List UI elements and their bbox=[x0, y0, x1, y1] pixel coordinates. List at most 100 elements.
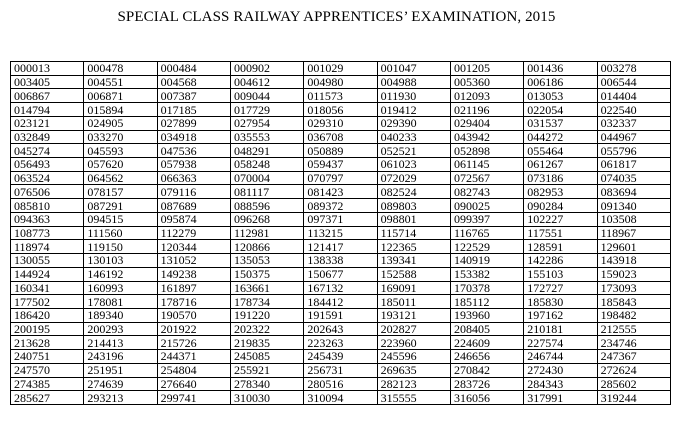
roll-number-cell: 033270 bbox=[83, 129, 158, 145]
roll-number-cell: 090025 bbox=[449, 198, 525, 213]
roll-number-cell: 004551 bbox=[83, 74, 158, 90]
roll-number-cell: 212555 bbox=[596, 321, 672, 337]
roll-number-cell: 146192 bbox=[83, 266, 158, 282]
roll-number-cell: 083694 bbox=[596, 184, 672, 200]
roll-number-cell: 243196 bbox=[83, 349, 158, 364]
roll-number-cell: 096268 bbox=[229, 211, 305, 227]
roll-number-cell: 140919 bbox=[449, 253, 525, 268]
roll-number-cell: 130055 bbox=[9, 253, 85, 268]
roll-number-cell: 048291 bbox=[229, 143, 305, 159]
roll-number-cell: 014404 bbox=[596, 88, 672, 104]
roll-number-cell: 029310 bbox=[303, 115, 378, 131]
roll-number-cell: 272624 bbox=[596, 362, 672, 378]
roll-number-cell: 152588 bbox=[376, 266, 451, 282]
roll-number-cell: 170378 bbox=[449, 280, 525, 296]
roll-number-cell: 163661 bbox=[229, 280, 305, 296]
roll-number-cell: 070797 bbox=[303, 170, 378, 186]
roll-number-cell: 103508 bbox=[596, 211, 672, 227]
roll-number-cell: 283726 bbox=[449, 376, 525, 392]
roll-number-cell: 185830 bbox=[523, 294, 598, 309]
roll-number-cell: 169091 bbox=[376, 280, 451, 296]
table-row: 063524 064562 066363 070004 070797 072029 0725… bbox=[9, 170, 672, 186]
roll-number-cell: 057620 bbox=[83, 157, 158, 172]
roll-number-cell: 256731 bbox=[303, 362, 378, 378]
roll-number-cell: 115714 bbox=[376, 225, 451, 241]
roll-number-cell: 213628 bbox=[9, 335, 85, 351]
roll-number-cell: 089803 bbox=[376, 198, 451, 213]
roll-number-cell: 246744 bbox=[523, 349, 598, 364]
roll-number-cell: 285627 bbox=[9, 390, 85, 405]
roll-number-cell: 111560 bbox=[83, 225, 158, 241]
roll-number-cell: 018056 bbox=[303, 102, 378, 117]
roll-number-cell: 044272 bbox=[523, 129, 598, 145]
roll-number-cell: 004612 bbox=[229, 74, 305, 90]
roll-number-cell: 202643 bbox=[303, 321, 378, 337]
roll-number-cell: 074035 bbox=[596, 170, 672, 186]
roll-number-cell: 189340 bbox=[83, 307, 158, 323]
roll-number-cell: 052521 bbox=[376, 143, 451, 159]
roll-number-cell: 185011 bbox=[376, 294, 451, 309]
roll-number-cell: 097371 bbox=[303, 211, 378, 227]
roll-number-cell: 044967 bbox=[596, 129, 672, 145]
roll-number-cell: 081423 bbox=[303, 184, 378, 200]
table-row: 085810 087291 087689 088596 089372 089803 0900… bbox=[9, 198, 672, 213]
roll-number-cell: 000902 bbox=[229, 61, 305, 76]
roll-number-cell: 027954 bbox=[229, 115, 305, 131]
roll-number-cell: 316056 bbox=[449, 390, 525, 405]
roll-number-cell: 160341 bbox=[9, 280, 85, 296]
roll-number-cell: 246656 bbox=[449, 349, 525, 364]
roll-number-cell: 310030 bbox=[229, 390, 305, 405]
roll-number-cell: 004568 bbox=[156, 74, 231, 90]
roll-number-cell: 144924 bbox=[9, 266, 85, 282]
roll-number-cell: 119150 bbox=[83, 239, 158, 255]
roll-number-cell: 178716 bbox=[156, 294, 231, 309]
roll-number-cell: 131052 bbox=[156, 253, 231, 268]
roll-number-cell: 299741 bbox=[156, 390, 231, 405]
roll-number-cell: 045274 bbox=[9, 143, 85, 159]
roll-number-cell: 234746 bbox=[596, 335, 672, 351]
roll-number-cell: 022540 bbox=[596, 102, 672, 117]
roll-number-cell: 004980 bbox=[303, 74, 378, 90]
roll-number-cell: 061267 bbox=[523, 157, 598, 172]
roll-number-cell: 278340 bbox=[229, 376, 305, 392]
roll-number-cell: 178081 bbox=[83, 294, 158, 309]
roll-number-cell: 031537 bbox=[523, 115, 598, 131]
roll-number-cell: 120866 bbox=[229, 239, 305, 255]
table-row: 032849 033270 034918 035553 036708 040233 0439… bbox=[9, 129, 672, 145]
roll-number-cell: 208405 bbox=[449, 321, 525, 337]
roll-number-cell: 087291 bbox=[83, 198, 158, 213]
roll-number-cell: 167132 bbox=[303, 280, 378, 296]
roll-number-cell: 004988 bbox=[376, 74, 451, 90]
roll-number-cell: 150375 bbox=[229, 266, 305, 282]
roll-number-cell: 224609 bbox=[449, 335, 525, 351]
roll-number-cell: 032849 bbox=[9, 129, 85, 145]
roll-number-cell: 014794 bbox=[9, 102, 85, 117]
roll-number-cell: 050889 bbox=[303, 143, 378, 159]
table-row: 014794 015894 017185 017729 018056 019412 0211… bbox=[9, 102, 672, 117]
roll-number-cell: 240751 bbox=[9, 349, 85, 364]
roll-number-cell: 013053 bbox=[523, 88, 598, 104]
roll-number-cell: 150677 bbox=[303, 266, 378, 282]
roll-number-cell: 001029 bbox=[303, 61, 378, 76]
roll-number-cell: 081117 bbox=[229, 184, 305, 200]
roll-number-cell: 094515 bbox=[83, 211, 158, 227]
roll-number-cell: 045593 bbox=[83, 143, 158, 159]
roll-number-cell: 011930 bbox=[376, 88, 451, 104]
table-row: 003405 004551 004568 004612 004980 004988 0053… bbox=[9, 74, 672, 90]
table-row: 118974 119150 120344 120866 121417 122365 1225… bbox=[9, 239, 672, 255]
table-row: 094363 094515 095874 096268 097371 098801 0993… bbox=[9, 211, 672, 227]
table-row: 240751 243196 244371 245085 245439 245596 2466… bbox=[9, 349, 672, 364]
roll-number-cell: 272430 bbox=[523, 362, 598, 378]
table-row: 108773 111560 112279 112981 113215 115714 1167… bbox=[9, 225, 672, 241]
roll-number-cell: 223263 bbox=[303, 335, 378, 351]
roll-number-cell: 116765 bbox=[449, 225, 525, 241]
roll-number-cell: 190570 bbox=[156, 307, 231, 323]
roll-number-cell: 274639 bbox=[83, 376, 158, 392]
roll-number-cell: 113215 bbox=[303, 225, 378, 241]
roll-number-table: 000013 000478 000484 000902 001029 001047 0012… bbox=[9, 61, 672, 405]
roll-number-cell: 009044 bbox=[229, 88, 305, 104]
roll-number-cell: 099397 bbox=[449, 211, 525, 227]
roll-number-cell: 214413 bbox=[83, 335, 158, 351]
roll-number-cell: 112279 bbox=[156, 225, 231, 241]
roll-number-cell: 122529 bbox=[449, 239, 525, 255]
